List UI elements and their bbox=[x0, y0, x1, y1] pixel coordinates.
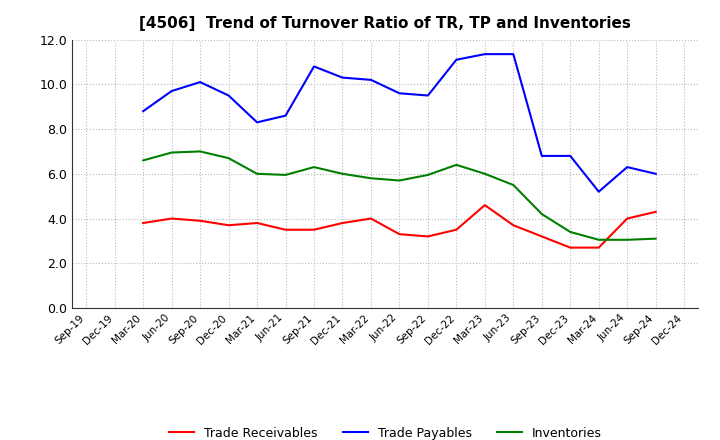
Inventories bbox=[338, 171, 347, 176]
Trade Payables bbox=[509, 51, 518, 57]
Trade Receivables bbox=[452, 227, 461, 232]
Trade Payables bbox=[480, 51, 489, 57]
Trade Payables bbox=[452, 57, 461, 62]
Trade Receivables bbox=[282, 227, 290, 232]
Trade Receivables bbox=[537, 234, 546, 239]
Trade Receivables bbox=[395, 231, 404, 237]
Trade Payables bbox=[139, 109, 148, 114]
Trade Receivables bbox=[253, 220, 261, 226]
Trade Receivables bbox=[595, 245, 603, 250]
Trade Receivables bbox=[338, 220, 347, 226]
Trade Payables bbox=[623, 165, 631, 170]
Inventories bbox=[537, 211, 546, 216]
Inventories bbox=[623, 237, 631, 242]
Inventories bbox=[423, 172, 432, 178]
Trade Receivables bbox=[310, 227, 318, 232]
Inventories bbox=[196, 149, 204, 154]
Trade Payables bbox=[167, 88, 176, 94]
Inventories bbox=[395, 178, 404, 183]
Trade Payables bbox=[253, 120, 261, 125]
Trade Payables bbox=[395, 91, 404, 96]
Trade Payables bbox=[423, 93, 432, 98]
Trade Payables bbox=[537, 153, 546, 158]
Trade Receivables bbox=[509, 223, 518, 228]
Trade Payables bbox=[338, 75, 347, 80]
Trade Receivables bbox=[366, 216, 375, 221]
Inventories bbox=[509, 182, 518, 187]
Trade Receivables bbox=[652, 209, 660, 214]
Trade Receivables bbox=[423, 234, 432, 239]
Trade Receivables bbox=[480, 202, 489, 208]
Inventories bbox=[167, 150, 176, 155]
Trade Payables bbox=[282, 113, 290, 118]
Inventories bbox=[652, 236, 660, 241]
Inventories bbox=[566, 229, 575, 235]
Legend: Trade Receivables, Trade Payables, Inventories: Trade Receivables, Trade Payables, Inven… bbox=[169, 427, 601, 440]
Inventories bbox=[139, 158, 148, 163]
Inventories bbox=[595, 237, 603, 242]
Inventories bbox=[310, 165, 318, 170]
Line: Trade Receivables: Trade Receivables bbox=[143, 205, 656, 248]
Inventories bbox=[480, 171, 489, 176]
Line: Trade Payables: Trade Payables bbox=[143, 54, 656, 192]
Inventories bbox=[452, 162, 461, 168]
Trade Receivables bbox=[225, 223, 233, 228]
Trade Payables bbox=[652, 171, 660, 176]
Trade Payables bbox=[566, 153, 575, 158]
Trade Payables bbox=[366, 77, 375, 82]
Trade Receivables bbox=[623, 216, 631, 221]
Inventories bbox=[253, 171, 261, 176]
Trade Payables bbox=[595, 189, 603, 194]
Trade Receivables bbox=[139, 220, 148, 226]
Inventories bbox=[282, 172, 290, 178]
Inventories bbox=[366, 176, 375, 181]
Trade Payables bbox=[196, 80, 204, 85]
Trade Receivables bbox=[566, 245, 575, 250]
Trade Receivables bbox=[196, 218, 204, 224]
Trade Payables bbox=[225, 93, 233, 98]
Line: Inventories: Inventories bbox=[143, 151, 656, 240]
Inventories bbox=[225, 155, 233, 161]
Trade Receivables bbox=[167, 216, 176, 221]
Title: [4506]  Trend of Turnover Ratio of TR, TP and Inventories: [4506] Trend of Turnover Ratio of TR, TP… bbox=[139, 16, 631, 32]
Trade Payables bbox=[310, 64, 318, 69]
